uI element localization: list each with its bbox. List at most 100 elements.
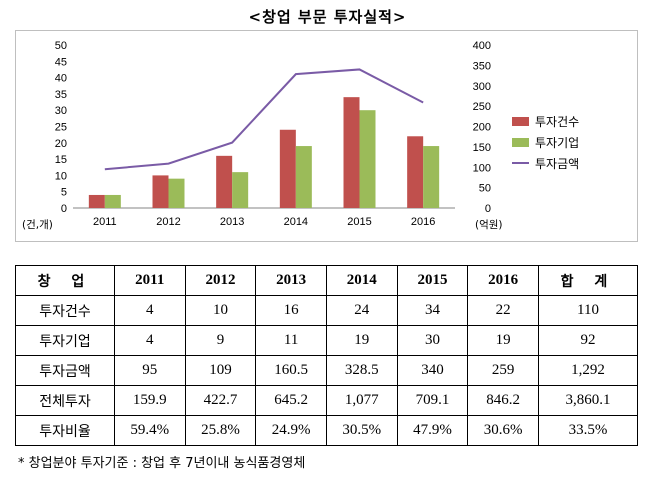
- y-left-tick-label: 40: [55, 73, 67, 85]
- x-tick-label: 2015: [347, 216, 371, 228]
- table-cell: 160.5: [255, 355, 327, 386]
- y-right-tick-label: 50: [479, 183, 491, 195]
- table-row: 투자비율 59.4% 25.8% 24.9% 30.5% 47.9% 30.6% 33.5%: [15, 415, 639, 446]
- table-cell: 1,292: [537, 355, 639, 386]
- chart-frame: [15, 30, 638, 242]
- legend-swatch-투자건수: [512, 117, 529, 126]
- y-left-tick-label: 5: [61, 187, 67, 199]
- table-cell: 19: [325, 325, 398, 356]
- data-table: 창 업 2011 2012 2013 2014 2015 2016 합 계 투자…: [15, 265, 639, 446]
- bar-투자건수: [279, 129, 296, 208]
- bar-투자기업: [168, 178, 185, 208]
- table-cell: 30.5%: [325, 415, 398, 446]
- table-cell: 259: [467, 355, 539, 386]
- y-left-tick-label: 15: [55, 154, 67, 166]
- bar-투자기업: [295, 146, 312, 208]
- table-header-cell: 2016: [467, 265, 539, 296]
- y-right-tick-label: 0: [485, 203, 491, 215]
- y-left-tick-label: 50: [55, 40, 67, 52]
- y-left-unit-label: (건,개): [22, 219, 53, 231]
- bar-투자기업: [423, 146, 440, 208]
- bar-투자건수: [216, 155, 233, 208]
- y-left-tick-label: 0: [61, 203, 67, 215]
- table-header-cell: 2011: [113, 265, 186, 296]
- table-cell: 645.2: [255, 385, 327, 416]
- table-cell: 16: [255, 295, 327, 326]
- table-cell: 3,860.1: [537, 385, 639, 416]
- table-cell: 340: [396, 355, 469, 386]
- y-left-tick-label: 45: [55, 56, 67, 68]
- table-body: 투자건수 4 10 16 24 34 22 110 투자기업 4 9 11 19 30 19 92 투자금액 95…: [15, 295, 639, 446]
- legend-swatch-투자기업: [512, 138, 529, 147]
- y-left-tick-label: 30: [55, 105, 67, 117]
- y-right-tick-label: 400: [473, 40, 491, 52]
- table-row-label: 투자기업: [15, 325, 115, 356]
- table-cell: 11: [255, 325, 327, 356]
- x-tick-label: 2012: [156, 216, 180, 228]
- y-right-tick-label: 300: [473, 81, 491, 93]
- table-cell: 34: [396, 295, 469, 326]
- table-cell: 25.8%: [184, 415, 257, 446]
- table-cell: 92: [537, 325, 639, 356]
- table-cell: 24: [325, 295, 398, 326]
- table-header-row: 창 업 2011 2012 2013 2014 2015 2016 합 계: [15, 265, 639, 296]
- table-row-label: 전체투자: [15, 385, 115, 416]
- legend-label: 투자기업: [535, 136, 579, 150]
- table-cell: 47.9%: [396, 415, 469, 446]
- table-cell: 59.4%: [113, 415, 186, 446]
- table-row: 투자금액 95 109 160.5 328.5 340 259 1,292: [15, 355, 639, 386]
- bar-투자건수: [407, 136, 424, 208]
- bar-투자건수: [343, 97, 360, 208]
- y-left-tick-label: 35: [55, 89, 67, 101]
- table-row: 투자기업 4 9 11 19 30 19 92: [15, 325, 639, 356]
- table-cell: 422.7: [184, 385, 257, 416]
- legend-label: 투자건수: [535, 115, 579, 129]
- y-right-tick-label: 200: [473, 122, 491, 134]
- table-cell: 30: [396, 325, 469, 356]
- table-header-cell: 창 업: [15, 265, 115, 296]
- line-투자금액: [104, 68, 424, 171]
- bar-투자기업: [104, 194, 121, 208]
- y-right-tick-label: 350: [473, 60, 491, 72]
- table-cell: 328.5: [325, 355, 398, 386]
- y-right-tick-label: 100: [473, 162, 491, 174]
- table-row: 전체투자 159.9 422.7 645.2 1,077 709.1 846.2 3,860.…: [15, 385, 639, 416]
- table-cell: 846.2: [467, 385, 539, 416]
- table-cell: 24.9%: [255, 415, 327, 446]
- table-row-label: 투자금액: [15, 355, 115, 386]
- table-header-cell: 합 계: [537, 265, 639, 296]
- table-cell: 109: [184, 355, 257, 386]
- table-cell: 4: [113, 325, 186, 356]
- footnote: * 창업분야 투자기준 : 창업 후 7년이내 농식품경영체: [18, 456, 306, 471]
- table-cell: 22: [467, 295, 539, 326]
- x-tick-label: 2016: [411, 216, 435, 228]
- table-cell: 159.9: [113, 385, 186, 416]
- table-cell: 4: [113, 295, 186, 326]
- bar-투자기업: [359, 110, 376, 208]
- table-cell: 33.5%: [537, 415, 639, 446]
- table-cell: 30.6%: [467, 415, 539, 446]
- bar-투자기업: [232, 172, 249, 208]
- table-cell: 110: [537, 295, 639, 326]
- table-cell: 95: [113, 355, 186, 386]
- y-right-tick-label: 150: [473, 142, 491, 154]
- chart: 0 5 10 15 20 25 30 35 40 45 50 0 50 100 150 200 250 300 35…: [22, 40, 579, 231]
- legend-label: 투자금액: [535, 157, 579, 171]
- x-tick-label: 2013: [220, 216, 244, 228]
- table-row-label: 투자건수: [15, 295, 115, 326]
- chart-title: <창업 부문 투자실적>: [248, 8, 407, 26]
- y-left-tick-label: 20: [55, 138, 67, 150]
- table-row-label: 투자비율: [15, 415, 115, 446]
- table-cell: 19: [467, 325, 539, 356]
- table-header-cell: 2013: [255, 265, 327, 296]
- x-tick-label: 2011: [93, 216, 117, 228]
- table-cell: 1,077: [325, 385, 398, 416]
- table-header-cell: 2012: [184, 265, 257, 296]
- y-left-tick-label: 25: [55, 122, 67, 134]
- table-header-cell: 2015: [396, 265, 469, 296]
- table-row: 투자건수 4 10 16 24 34 22 110: [15, 295, 639, 326]
- x-tick-label: 2014: [284, 216, 308, 228]
- table-header-cell: 2014: [325, 265, 398, 296]
- table-cell: 709.1: [396, 385, 469, 416]
- bar-투자건수: [152, 175, 169, 208]
